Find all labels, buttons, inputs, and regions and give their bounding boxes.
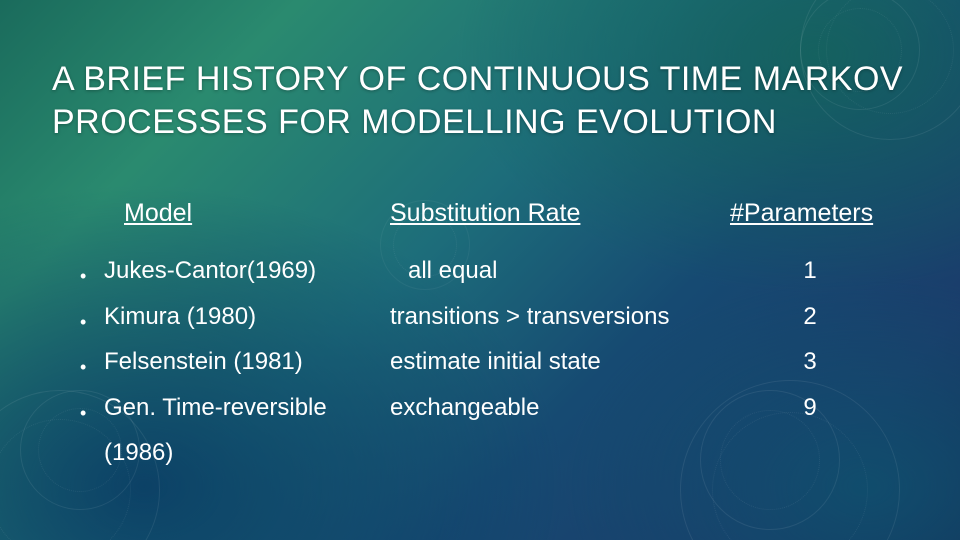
slide: A BRIEF HISTORY OF CONTINUOUS TIME MARKO… <box>0 0 960 540</box>
table-row: • Felsenstein (1981) estimate initial st… <box>80 339 908 385</box>
cell-substitution: all equal <box>390 248 730 294</box>
bullet-icon: • <box>80 404 104 422</box>
header-substitution: Substitution Rate <box>390 199 730 228</box>
cell-parameters: 3 <box>730 339 890 385</box>
cell-parameters: 9 <box>730 385 890 431</box>
cell-parameters: 1 <box>730 248 890 294</box>
cell-model: Kimura (1980) <box>104 294 390 340</box>
bullet-icon: • <box>80 313 104 331</box>
slide-title: A BRIEF HISTORY OF CONTINUOUS TIME MARKO… <box>52 58 908 143</box>
table-row: • Kimura (1980) transitions > transversi… <box>80 294 908 340</box>
cell-substitution: estimate initial state <box>390 339 730 385</box>
header-parameters: #Parameters <box>730 199 890 228</box>
cell-model: Jukes-Cantor(1969) <box>104 248 390 294</box>
bullet-icon: • <box>80 358 104 376</box>
cell-parameters: 2 <box>730 294 890 340</box>
cell-substitution: transitions > transversions <box>390 294 730 340</box>
cell-substitution: exchangeable <box>390 385 730 431</box>
table-row: • Gen. Time-reversible (1986) exchangeab… <box>80 385 908 476</box>
cell-model: Felsenstein (1981) <box>104 339 390 385</box>
cell-model: Gen. Time-reversible (1986) <box>104 385 390 476</box>
bullet-icon: • <box>80 267 104 285</box>
table-row: • Jukes-Cantor(1969) all equal 1 <box>80 248 908 294</box>
column-headers: Model Substitution Rate #Parameters <box>80 199 908 228</box>
header-model: Model <box>80 199 390 228</box>
content-area: Model Substitution Rate #Parameters • Ju… <box>52 199 908 476</box>
